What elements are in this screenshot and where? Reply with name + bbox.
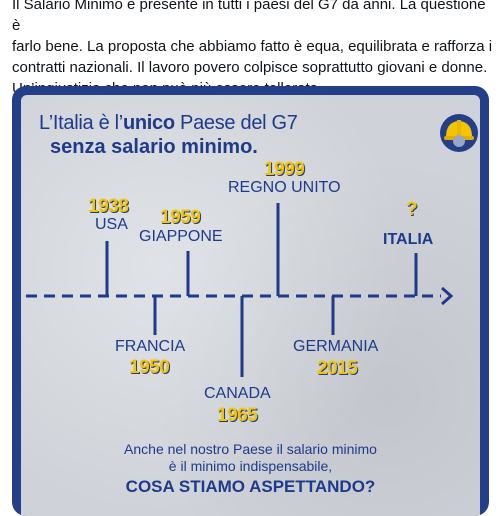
headline-text: Paese del G7 xyxy=(174,112,298,134)
poster-cta: COSA STIAMO ASPETTANDO? xyxy=(125,477,376,496)
country-usa: USA xyxy=(95,216,128,233)
poster: L’Italia è l’unico Paese del G7 senza sa… xyxy=(21,95,480,516)
country-germania: GERMANIA xyxy=(293,338,379,355)
year-italia: ? xyxy=(406,199,418,220)
country-francia: FRANCIA xyxy=(115,338,186,355)
timeline-arrow xyxy=(441,286,454,306)
tweet-line: Il Salario Minimo è presente in tutti i … xyxy=(12,0,486,34)
year-giappone: 1959 xyxy=(160,207,201,228)
poster-subheadline: senza salario minimo. xyxy=(50,136,258,158)
year-francia: 1950 xyxy=(129,357,170,378)
bottom-line: è il minimo indispensabile, xyxy=(168,458,333,474)
year-canada: 1965 xyxy=(217,405,258,426)
headline-text: L’Italia è l’ xyxy=(39,112,123,134)
poster-headline: L’Italia è l’unico Paese del G7 xyxy=(39,112,298,135)
country-italia: ITALIA xyxy=(383,231,434,248)
country-giappone: GIAPPONE xyxy=(139,228,223,245)
year-regno-unito: 1999 xyxy=(264,159,305,180)
poster-bottom-text: Anche nel nostro Paese il salario minimo… xyxy=(21,441,480,475)
tweet-line: farlo bene. La proposta che abbiamo fatt… xyxy=(12,38,493,55)
timeline xyxy=(26,203,454,377)
tweet-line: contratti nazionali. Il lavoro povero co… xyxy=(12,59,488,76)
year-usa: 1938 xyxy=(88,196,129,217)
bottom-line: Anche nel nostro Paese il salario minimo xyxy=(124,441,377,457)
tweet-text: Il Salario Minimo è presente in tutti i … xyxy=(12,0,498,99)
country-canada: CANADA xyxy=(204,385,271,402)
country-regno-unito: REGNO UNITO xyxy=(228,179,341,196)
headline-emphasis: unico xyxy=(122,112,175,134)
hard-hat-icon xyxy=(440,114,478,152)
tweet-media-image[interactable]: L’Italia è l’unico Paese del G7 senza sa… xyxy=(12,86,489,516)
year-germania: 2015 xyxy=(317,358,358,379)
